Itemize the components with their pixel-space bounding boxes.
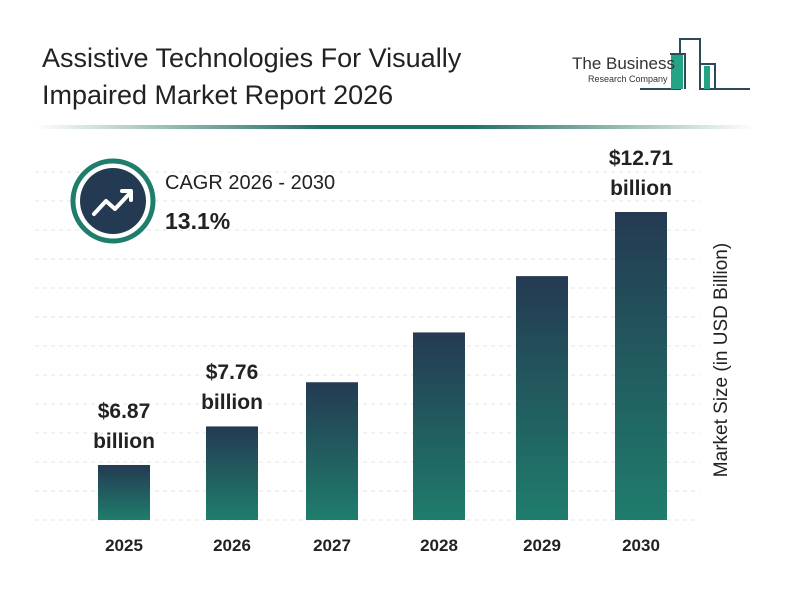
bar-2027 — [306, 382, 358, 520]
bar-2025 — [98, 464, 150, 520]
divider — [35, 125, 755, 129]
data-label: $12.71 billion — [608, 147, 674, 200]
bar-2030 — [615, 212, 667, 520]
trend-up-icon — [92, 190, 133, 216]
logo-text: The Business — [572, 54, 675, 73]
logo-buildings-icon — [640, 38, 750, 90]
x-tick-label: 2027 — [313, 536, 351, 555]
data-label: $6.87 billion — [93, 399, 155, 453]
x-tick-label: 2026 — [213, 536, 251, 555]
cagr-value: 13.1% — [165, 208, 231, 234]
bar-2028 — [413, 332, 465, 520]
x-tick-label: 2029 — [523, 536, 561, 555]
logo-subtext: Research Company — [588, 74, 668, 84]
cagr-icon — [70, 158, 156, 244]
cagr-label: CAGR 2026 - 2030 — [165, 172, 336, 194]
y-axis-label: Market Size (in USD Billion) — [711, 242, 732, 478]
page-title: Assistive Technologies For Visually Impa… — [42, 43, 462, 110]
bar-2026 — [206, 426, 258, 520]
bar-2029 — [516, 276, 568, 520]
x-tick-label: 2028 — [420, 536, 458, 555]
x-tick-label: 2030 — [622, 536, 660, 555]
data-label: $7.76 billion — [201, 361, 263, 415]
x-tick-label: 2025 — [105, 536, 143, 555]
logo: The Business Research Company — [570, 34, 755, 94]
